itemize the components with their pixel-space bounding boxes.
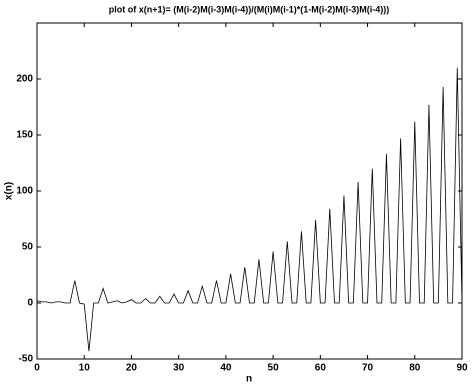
x-tick-label: 10 bbox=[79, 363, 91, 374]
x-tick-label: 60 bbox=[315, 363, 327, 374]
x-tick-label: 0 bbox=[34, 363, 40, 374]
y-tick-label: -50 bbox=[19, 354, 34, 365]
x-tick-label: 20 bbox=[126, 363, 138, 374]
x-tick-label: 40 bbox=[220, 363, 232, 374]
y-tick-label: 100 bbox=[16, 186, 33, 197]
x-tick-label: 30 bbox=[173, 363, 185, 374]
y-axis-label: x(n) bbox=[4, 182, 15, 200]
data-line bbox=[36, 67, 463, 352]
chart-title: plot of x(n+1)= (M(i-2)M(i-3)M(i-4))/(M(… bbox=[109, 4, 389, 14]
x-axis-label: n bbox=[246, 374, 252, 385]
y-tick-label: 200 bbox=[16, 74, 33, 85]
x-tick-label: 80 bbox=[409, 363, 421, 374]
y-tick-label: 0 bbox=[27, 298, 33, 309]
x-tick-label: 50 bbox=[268, 363, 280, 374]
x-tick-label: 90 bbox=[456, 363, 468, 374]
y-tick-label: 150 bbox=[16, 130, 33, 141]
x-tick-label: 70 bbox=[362, 363, 374, 374]
y-tick-label: 50 bbox=[22, 242, 34, 253]
